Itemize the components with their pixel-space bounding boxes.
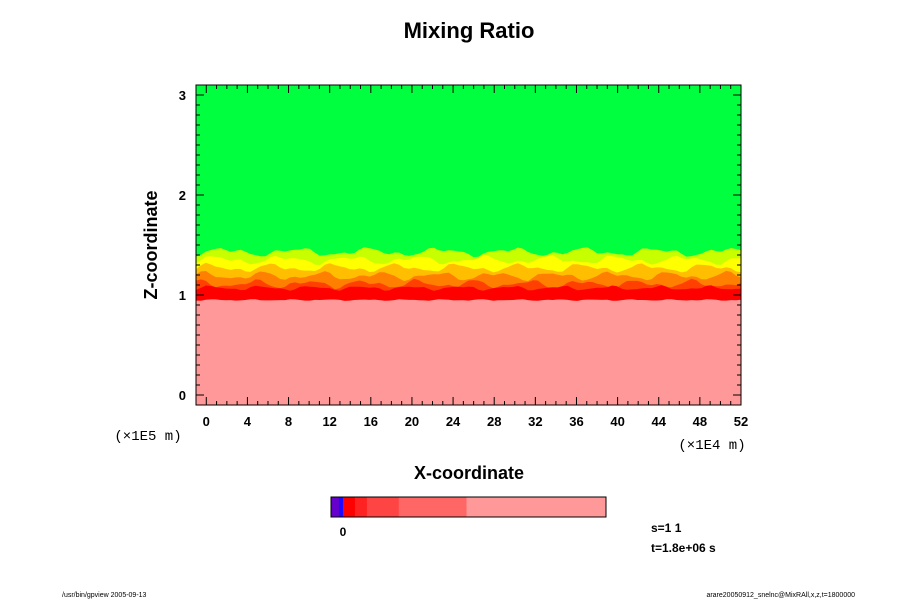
- x-tick-label: 32: [528, 414, 542, 429]
- x-tick-label: 20: [405, 414, 419, 429]
- step-label: s=1 1: [651, 521, 682, 535]
- footer-right: arare20050912_snelnc@MixRAll,x,z,t=18000…: [706, 592, 855, 599]
- colorbar-segment-3: [342, 497, 356, 517]
- footer-left: /usr/bin/gpview 2005-09-13: [62, 592, 147, 599]
- x-tick-label: 28: [487, 414, 501, 429]
- layer-lower: [196, 299, 741, 405]
- y-tick-label: 0: [179, 388, 186, 403]
- heatmap-field: [196, 85, 741, 405]
- colorbar-segment-6: [398, 497, 468, 517]
- x-tick-label: 36: [569, 414, 583, 429]
- time-label: t=1.8e+06 s: [651, 541, 716, 555]
- colorbar-segment-4: [354, 497, 368, 517]
- x-tick-label: 12: [322, 414, 336, 429]
- y-tick-label: 1: [179, 288, 186, 303]
- x-tick-label: 16: [364, 414, 378, 429]
- x-tick-label: 0: [203, 414, 210, 429]
- y-tick-label: 2: [179, 188, 186, 203]
- colorbar: [331, 497, 607, 517]
- y-axis-title: Z-coordinate: [141, 190, 161, 299]
- colorbar-frame: [330, 496, 607, 518]
- colorbar-segment-5: [366, 497, 400, 517]
- x-tick-label: 4: [244, 414, 252, 429]
- chart-title: Mixing Ratio: [404, 18, 535, 43]
- x-tick-label: 8: [285, 414, 292, 429]
- colorbar-label-zero: 0: [340, 525, 347, 539]
- colorbar-segment-2: [338, 497, 344, 517]
- x-tick-label: 52: [734, 414, 748, 429]
- x-tick-label: 40: [610, 414, 624, 429]
- x-axis-title: X-coordinate: [414, 463, 524, 483]
- x-tick-label: 44: [652, 414, 667, 429]
- colorbar-segment-1: [331, 497, 340, 517]
- y-tick-label: 3: [179, 88, 186, 103]
- x-tick-label: 48: [693, 414, 707, 429]
- x-tick-label: 24: [446, 414, 461, 429]
- x-unit-label: (×1E4 m): [678, 438, 745, 454]
- colorbar-segment-7: [466, 497, 607, 517]
- y-unit-label: (×1E5 m): [114, 429, 181, 445]
